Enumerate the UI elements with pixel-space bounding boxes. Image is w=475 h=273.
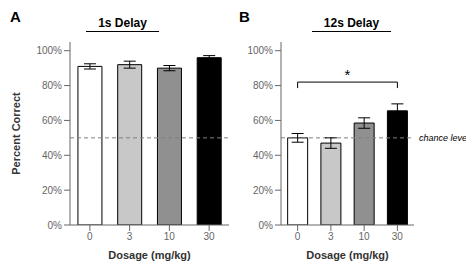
svg-text:10: 10 (164, 231, 176, 242)
svg-text:chance level: chance level (419, 133, 466, 143)
svg-text:0%: 0% (48, 220, 63, 231)
svg-text:Dosage (mg/kg): Dosage (mg/kg) (108, 249, 191, 261)
html-text:A: A (10, 8, 21, 25)
svg-text:20%: 20% (253, 185, 273, 196)
svg-text:0: 0 (295, 231, 301, 242)
svg-text:30: 30 (204, 231, 216, 242)
svg-text:60%: 60% (253, 115, 273, 126)
html-text:B: B (239, 8, 250, 25)
svg-text:Percent Correct: Percent Correct (10, 92, 22, 175)
svg-text:20%: 20% (42, 185, 62, 196)
svg-text:100%: 100% (247, 45, 273, 56)
svg-text:40%: 40% (253, 150, 273, 161)
svg-text:60%: 60% (42, 115, 62, 126)
svg-text:*: * (345, 66, 351, 83)
svg-text:0%: 0% (259, 220, 274, 231)
svg-text:80%: 80% (253, 80, 273, 91)
svg-text:3: 3 (127, 231, 133, 242)
svg-text:30: 30 (392, 231, 404, 242)
svg-text:0: 0 (87, 231, 93, 242)
svg-text:Dosage (mg/kg): Dosage (mg/kg) (306, 249, 389, 261)
svg-text:3: 3 (328, 231, 334, 242)
svg-text:10: 10 (359, 231, 371, 242)
svg-text:40%: 40% (42, 150, 62, 161)
html-text:12s Delay: 12s Delay (323, 16, 380, 30)
html-text:1s Delay: 1s Delay (98, 16, 147, 30)
svg-text:100%: 100% (36, 45, 62, 56)
svg-text:80%: 80% (42, 80, 62, 91)
